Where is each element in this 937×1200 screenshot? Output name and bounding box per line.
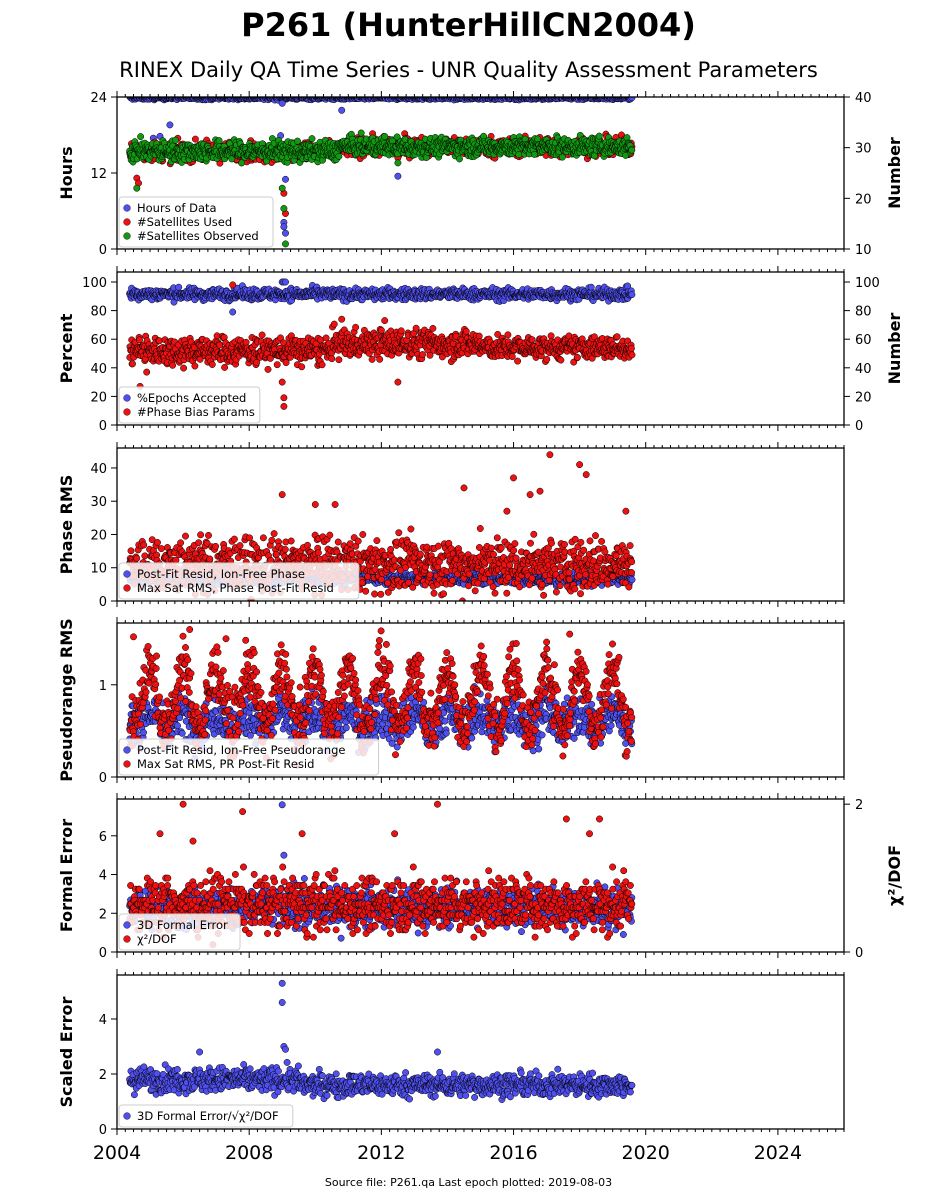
data-point	[338, 106, 346, 114]
right-y-tick-label: 20	[855, 192, 872, 207]
data-point	[335, 356, 343, 364]
data-point	[175, 283, 183, 291]
legend-entry: Hours of Data	[137, 201, 217, 215]
legend-marker	[123, 232, 131, 240]
series-1	[126, 97, 636, 237]
data-point	[137, 133, 145, 141]
data-point	[335, 152, 343, 160]
y-tick-label: 12	[90, 167, 107, 182]
data-point	[381, 133, 389, 140]
data-point	[169, 361, 177, 369]
right-y-tick-label: 30	[855, 142, 872, 157]
legend-marker	[123, 218, 131, 226]
data-points	[126, 97, 636, 248]
right-y-tick-label: 10	[855, 243, 872, 258]
data-point	[595, 132, 603, 140]
y-tick-label: 0	[99, 243, 107, 258]
data-point	[191, 362, 199, 370]
data-point	[172, 136, 179, 144]
data-point	[558, 153, 566, 161]
data-point	[294, 137, 301, 145]
data-point	[352, 323, 360, 331]
data-point	[216, 341, 224, 349]
series-1	[126, 278, 636, 316]
data-point	[278, 99, 286, 107]
data-point	[628, 146, 636, 154]
data-point	[456, 155, 463, 163]
data-point	[318, 361, 326, 369]
legend-entry: #Satellites Observed	[137, 229, 259, 243]
data-point	[591, 152, 599, 160]
right-y-tick-label: 40	[855, 91, 872, 106]
data-point	[328, 355, 336, 363]
data-point	[133, 184, 141, 192]
data-point	[180, 364, 188, 372]
data-point	[308, 135, 316, 143]
data-point	[330, 320, 338, 328]
chart-subtitle: RINEX Daily QA Time Series - UNR Quality…	[119, 58, 818, 82]
data-point	[515, 151, 523, 159]
legend: Hours of Data#Satellites Used#Satellites…	[118, 196, 274, 248]
data-point	[282, 175, 289, 183]
data-point	[191, 135, 199, 143]
data-point	[530, 150, 538, 158]
data-point	[298, 363, 306, 371]
data-point	[208, 361, 216, 368]
data-point	[282, 240, 289, 248]
data-point	[215, 137, 223, 145]
right-y-axis-label: Number	[885, 137, 904, 209]
data-point	[587, 283, 595, 291]
y-axis-label: Hours	[57, 146, 76, 199]
y-tick-label: 24	[90, 91, 107, 106]
data-point	[628, 97, 636, 102]
data-point	[394, 159, 402, 167]
data-point	[221, 363, 229, 371]
data-point	[129, 360, 136, 368]
data-point	[264, 365, 272, 373]
data-point	[229, 308, 237, 316]
data-point	[136, 336, 143, 344]
data-point	[394, 172, 402, 180]
data-point	[282, 229, 289, 237]
panel-2: 020406080100020406080100NumberPercent%Ep…	[57, 266, 904, 434]
legend-marker	[123, 204, 131, 212]
data-point	[280, 223, 288, 231]
data-point	[280, 205, 288, 212]
data-point	[166, 121, 174, 129]
data-point	[242, 338, 250, 346]
data-point	[258, 331, 266, 339]
data-point	[282, 278, 289, 286]
data-point	[273, 361, 281, 369]
data-point	[357, 129, 365, 137]
data-point	[628, 291, 636, 299]
page-title: P261 (HunterHillCN2004)	[241, 6, 696, 44]
legend-entry: #Satellites Used	[137, 215, 232, 229]
data-point	[521, 135, 529, 143]
data-point	[278, 184, 286, 192]
